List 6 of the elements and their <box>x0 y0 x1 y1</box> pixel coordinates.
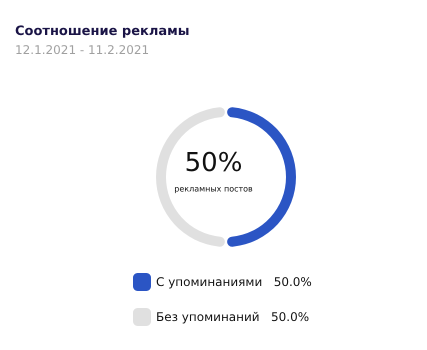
chart-title: Соотношение рекламы <box>15 24 190 39</box>
text: рекламных постов <box>174 184 254 194</box>
legend-label: Без упоминаний 50.0% <box>156 310 310 324</box>
text: 50% <box>184 148 242 178</box>
legend-label: С упоминаниями 50.0% <box>156 275 312 289</box>
chart-subtitle: 12.1.2021 - 11.2.2021 <box>15 43 150 57</box>
